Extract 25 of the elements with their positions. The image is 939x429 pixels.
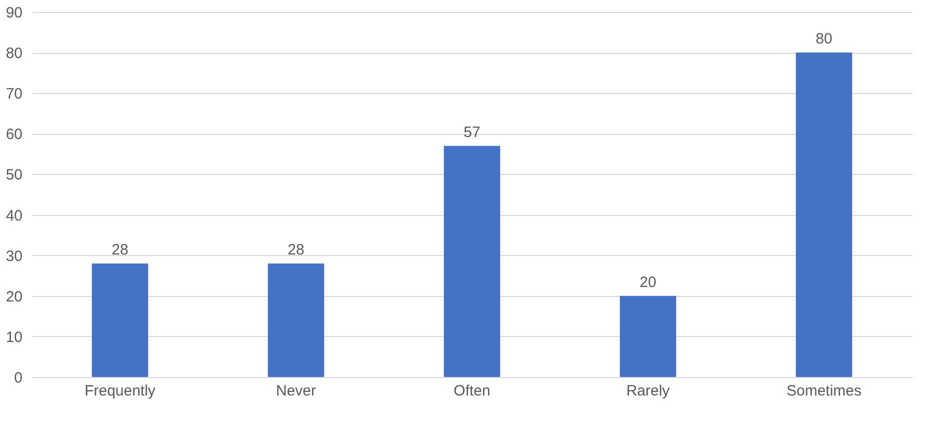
y-tick-label: 70 [6, 86, 22, 103]
data-label: 28 [288, 241, 304, 258]
y-tick-label: 30 [6, 248, 22, 265]
data-label: 28 [112, 241, 128, 258]
y-tick-label: 0 [14, 370, 22, 386]
bar [92, 263, 148, 377]
y-tick-label: 80 [6, 45, 22, 62]
bar [620, 296, 676, 377]
y-tick-label: 10 [6, 328, 22, 346]
bar [268, 263, 324, 377]
x-tick-label: Sometimes [786, 382, 862, 400]
x-tick-label: Rarely [626, 382, 670, 400]
y-tick-label: 60 [6, 126, 22, 144]
x-tick-label: Frequently [84, 382, 156, 400]
x-tick-label: Often [454, 382, 490, 400]
bar [444, 146, 500, 377]
y-tick-label: 90 [6, 4, 22, 22]
bar [796, 52, 852, 377]
data-label: 20 [640, 274, 656, 291]
data-label: 57 [464, 124, 480, 141]
y-tick-label: 50 [6, 166, 22, 184]
y-tick-label: 20 [6, 288, 22, 306]
y-tick-label: 40 [6, 207, 22, 224]
data-label: 80 [816, 30, 832, 48]
x-tick-label: Never [276, 382, 316, 400]
